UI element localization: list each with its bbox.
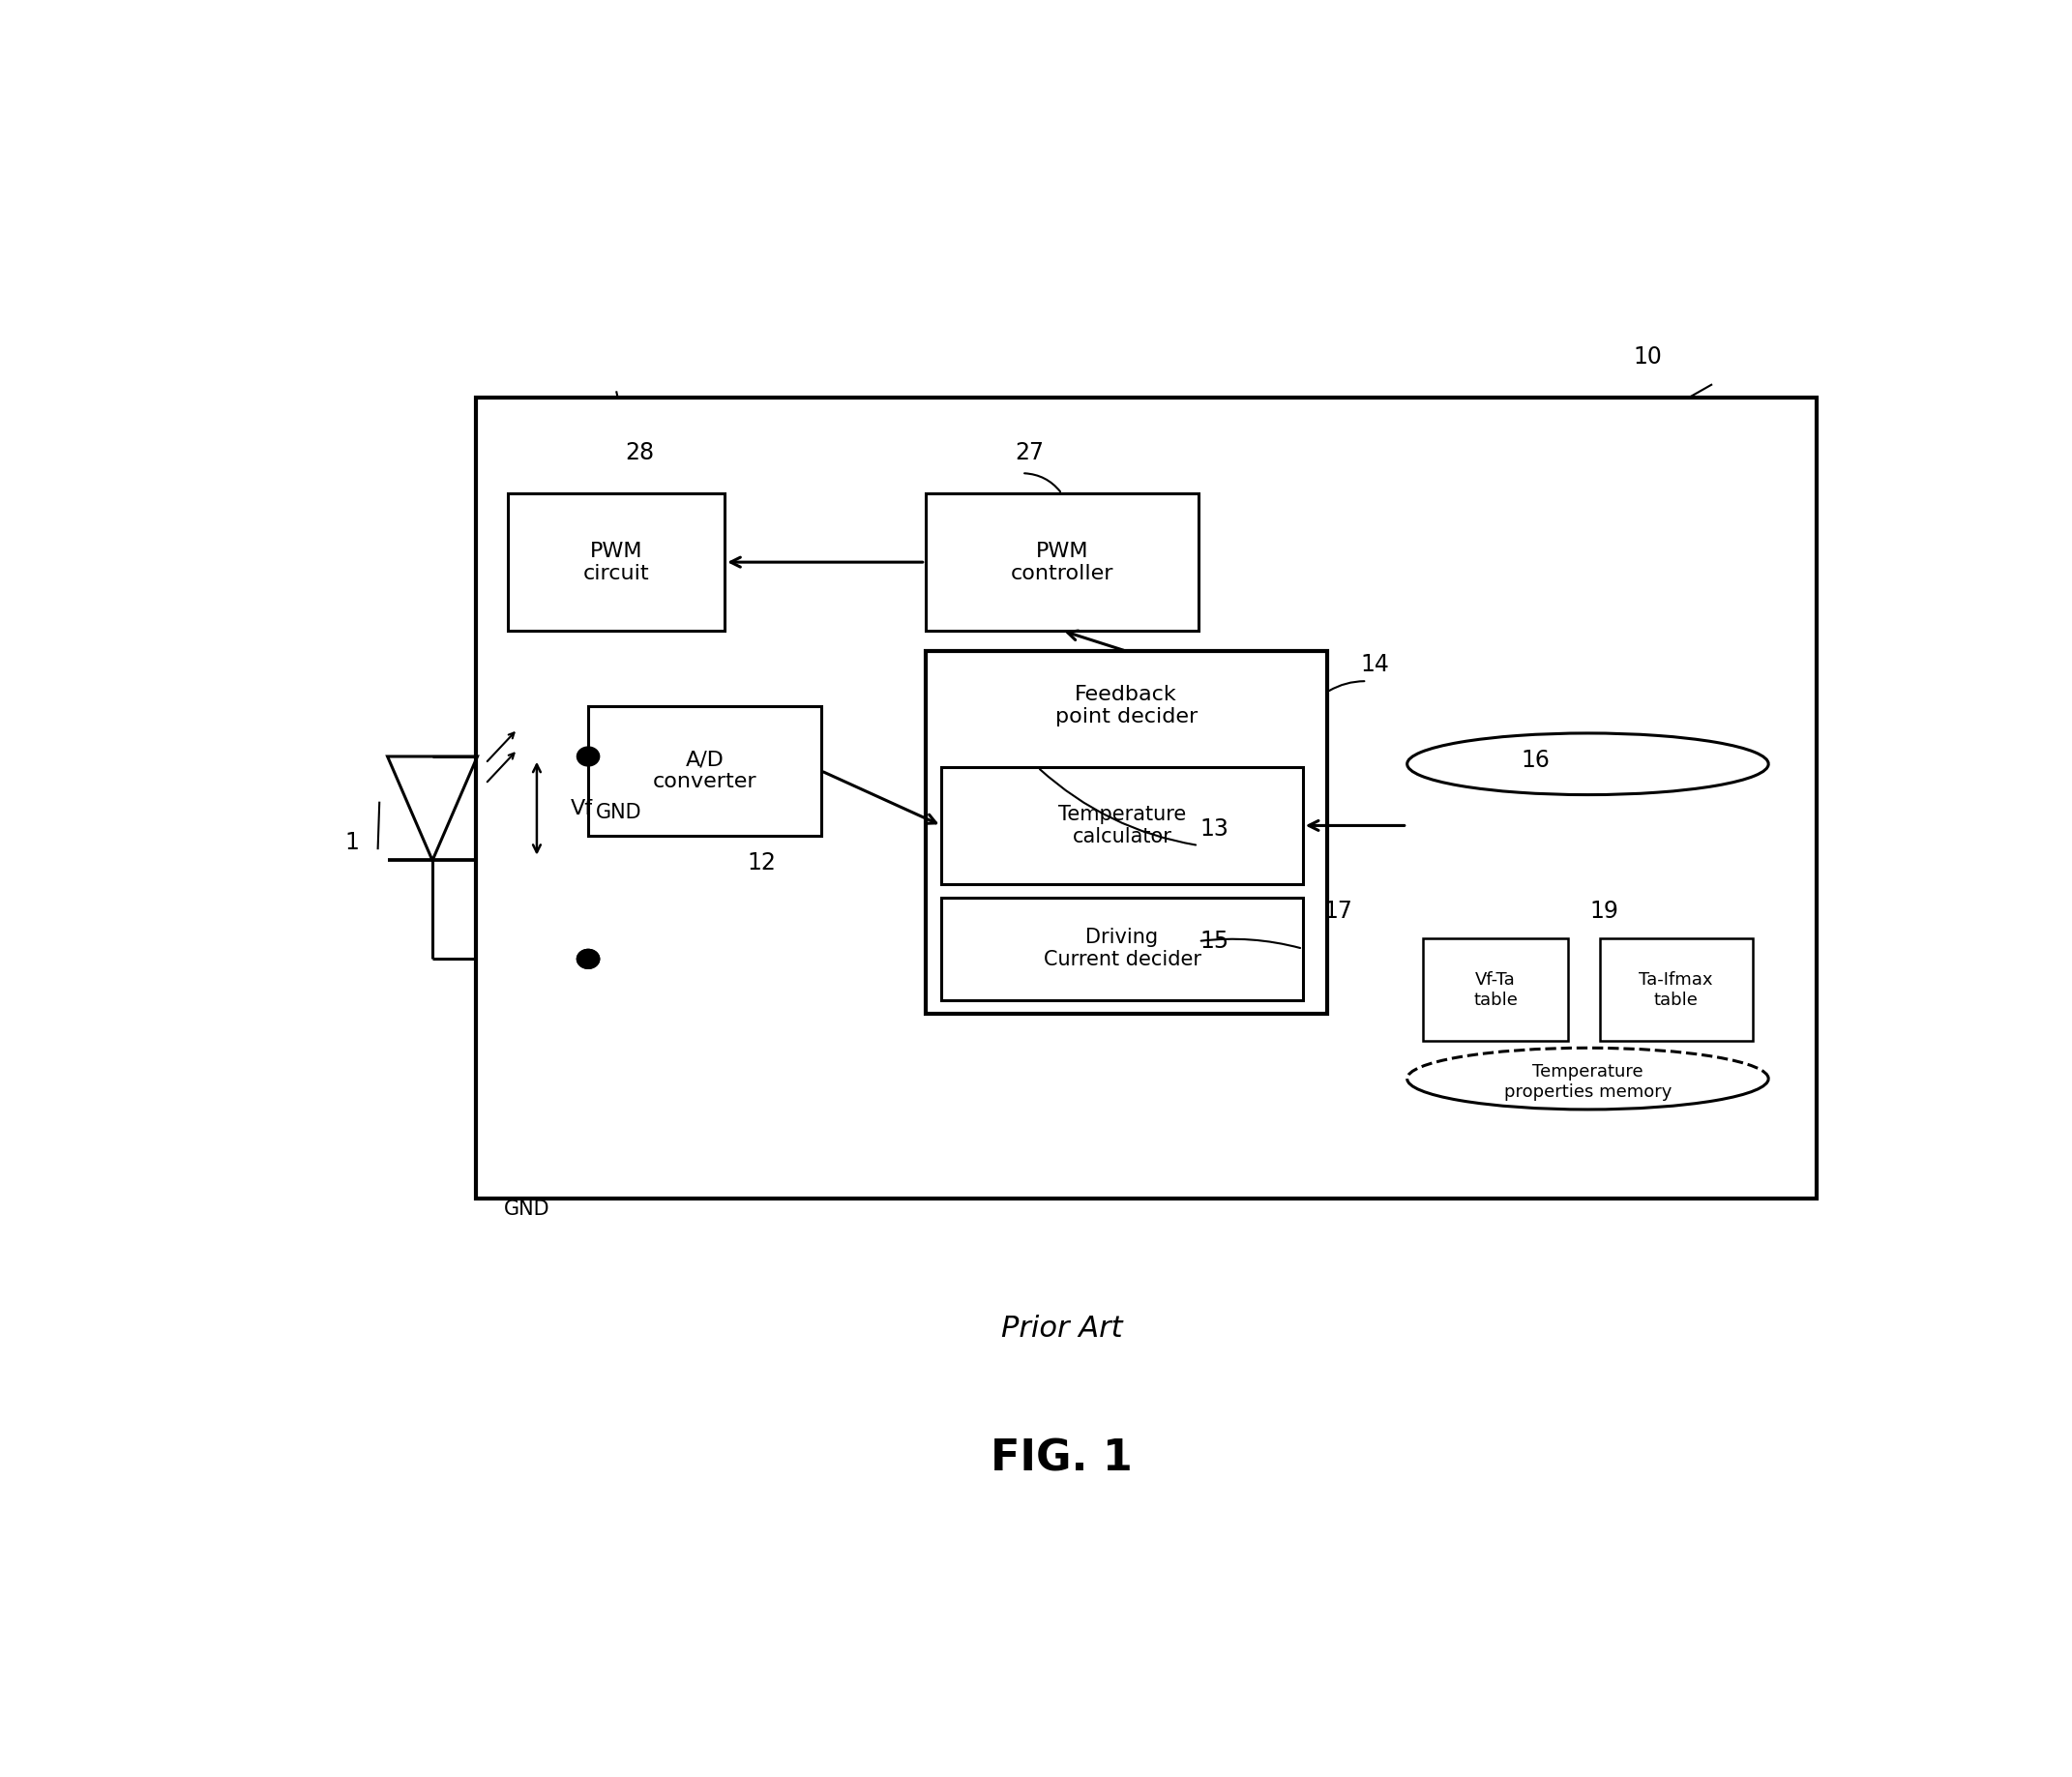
Text: GND: GND (595, 803, 642, 823)
Text: 28: 28 (626, 441, 655, 464)
Text: 13: 13 (1200, 817, 1229, 841)
Text: 12: 12 (748, 851, 777, 874)
Text: Vf: Vf (570, 800, 593, 817)
Bar (926, 650, 1326, 1013)
Circle shape (576, 949, 599, 968)
Text: Prior Art: Prior Art (1001, 1315, 1123, 1342)
Bar (1423, 938, 1569, 1041)
Text: 16: 16 (1521, 748, 1550, 773)
Bar (1600, 938, 1753, 1041)
Text: GND: GND (503, 1199, 551, 1219)
Text: PWM
circuit: PWM circuit (582, 542, 649, 583)
Text: 27: 27 (1015, 441, 1044, 464)
Bar (941, 897, 1303, 1000)
Text: FIG. 1: FIG. 1 (990, 1438, 1133, 1478)
Text: 14: 14 (1361, 654, 1390, 677)
Text: Driving
Current decider: Driving Current decider (1044, 928, 1202, 970)
Text: Vf-Ta
table: Vf-Ta table (1473, 970, 1517, 1009)
Text: 19: 19 (1589, 899, 1618, 922)
Text: A/D
converter: A/D converter (653, 750, 756, 793)
Text: 15: 15 (1200, 929, 1229, 952)
Bar (477, 398, 1817, 1198)
Text: 17: 17 (1324, 899, 1353, 922)
Bar (508, 494, 725, 631)
Text: Temperature
properties memory: Temperature properties memory (1504, 1063, 1672, 1102)
Bar (926, 494, 1198, 631)
Text: 1: 1 (344, 832, 358, 855)
Circle shape (576, 949, 599, 968)
Text: Ta-Ifmax
table: Ta-Ifmax table (1639, 970, 1714, 1009)
Bar (588, 705, 821, 835)
Text: Temperature
calculator: Temperature calculator (1059, 805, 1185, 846)
Circle shape (576, 746, 599, 766)
Text: Feedback
point decider: Feedback point decider (1055, 684, 1198, 727)
Bar (941, 768, 1303, 883)
Text: 10: 10 (1633, 345, 1662, 368)
Text: PWM
controller: PWM controller (1011, 542, 1113, 583)
